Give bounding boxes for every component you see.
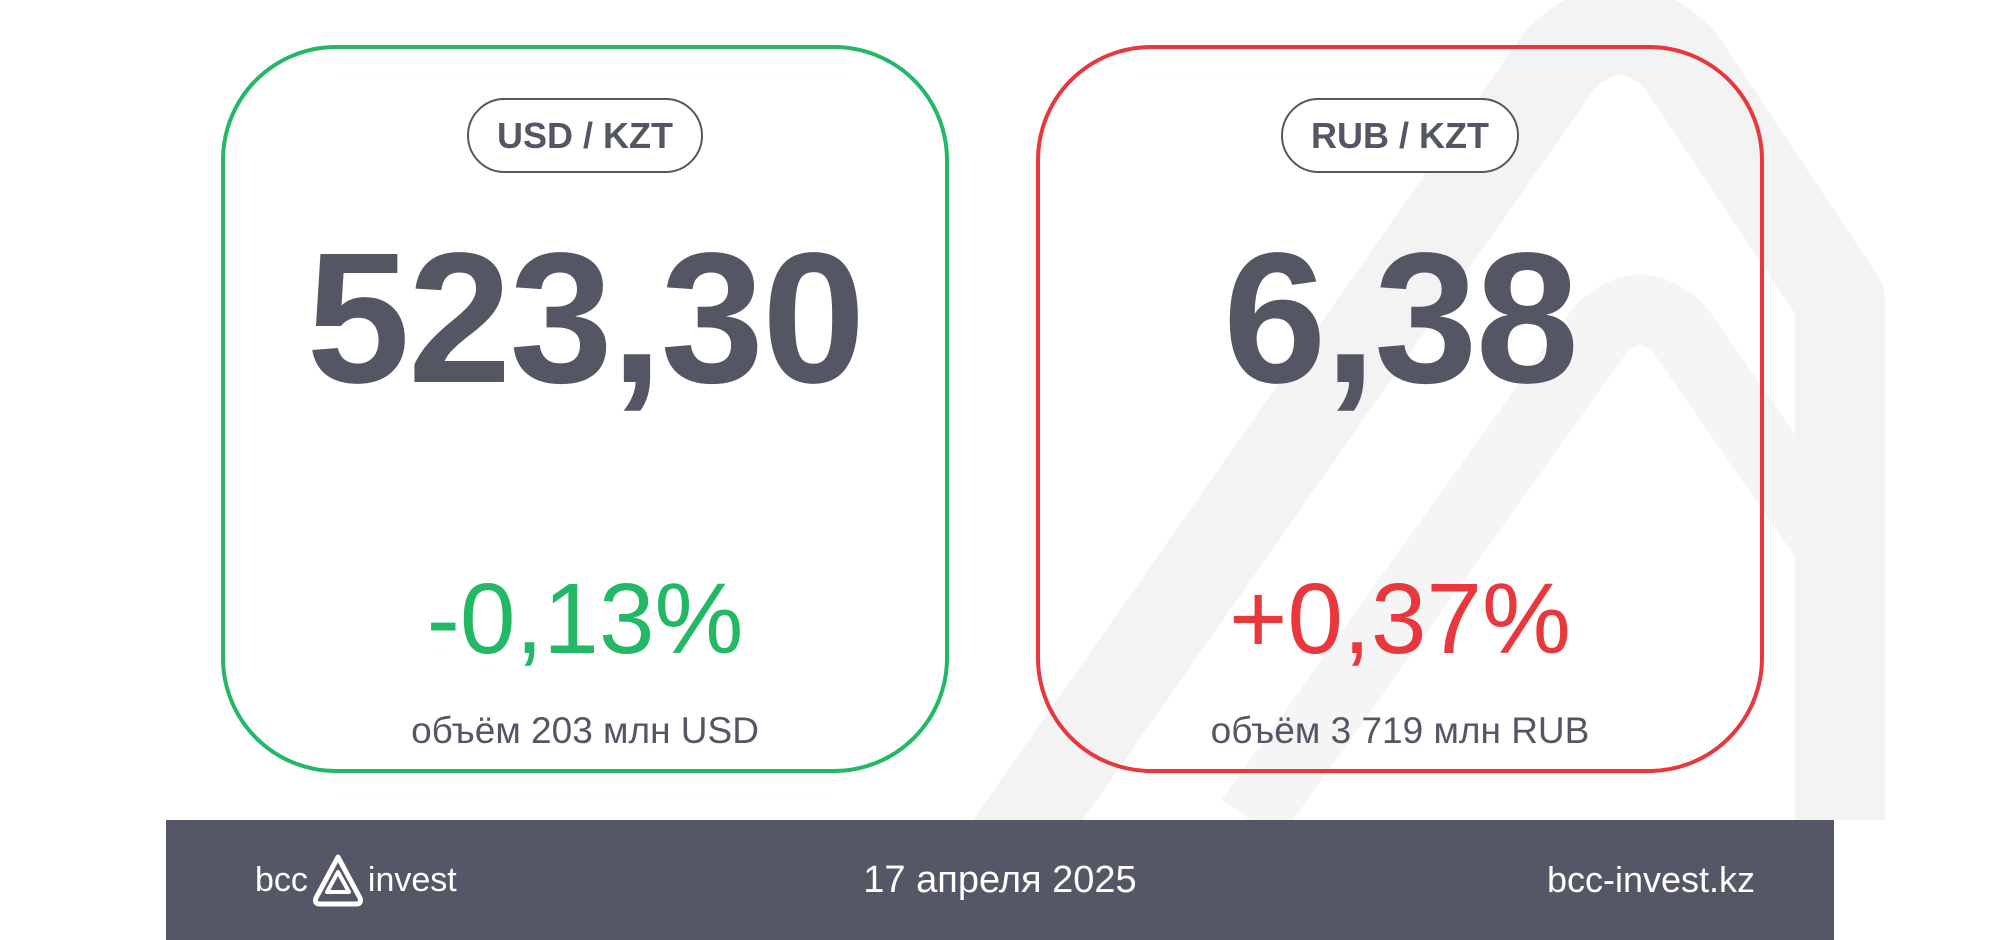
currency-pair-badge: USD / KZT (467, 98, 703, 173)
footer-bar: bcc invest 17 апреля 2025 bcc-invest.kz (166, 820, 1834, 940)
logo-text-invest: invest (367, 860, 457, 899)
exchange-rate: 523,30 (306, 215, 866, 422)
currency-pair-badge: RUB / KZT (1281, 98, 1519, 173)
rate-change: -0,13% (426, 563, 744, 675)
triangle-logo-icon (312, 854, 363, 907)
report-date: 17 апреля 2025 (863, 859, 1137, 901)
bcc-invest-logo[interactable]: bcc invest (255, 852, 457, 908)
trade-volume: объём 3 719 млн RUB (1210, 710, 1590, 751)
usd-kzt-card: USD / KZT 523,30 -0,13% объём 203 млн US… (221, 45, 949, 773)
trade-volume: объём 203 млн USD (411, 710, 759, 751)
exchange-rate: 6,38 (1222, 215, 1579, 422)
rate-change: +0,37% (1229, 563, 1571, 675)
rub-kzt-card: RUB / KZT 6,38 +0,37% объём 3 719 млн RU… (1036, 45, 1764, 773)
logo-text-bcc: bcc (255, 860, 308, 899)
website-link[interactable]: bcc-invest.kz (1546, 859, 1755, 900)
